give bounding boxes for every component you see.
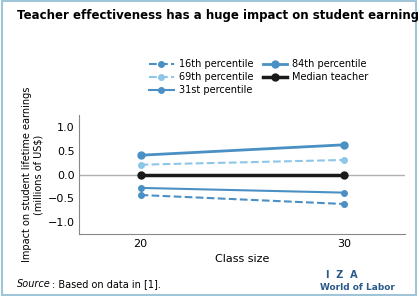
Text: : Based on data in [1].: : Based on data in [1]. bbox=[52, 279, 161, 289]
Y-axis label: Impact on student lifetime earnings
(millions of US$): Impact on student lifetime earnings (mil… bbox=[22, 87, 43, 262]
Text: World of Labor: World of Labor bbox=[320, 283, 395, 292]
Text: Teacher effectiveness has a huge impact on student earnings: Teacher effectiveness has a huge impact … bbox=[17, 9, 418, 22]
Text: I  Z  A: I Z A bbox=[326, 270, 358, 280]
Legend: 16th percentile, 69th percentile, 31st percentile, 84th percentile, Median teach: 16th percentile, 69th percentile, 31st p… bbox=[145, 55, 372, 99]
X-axis label: Class size: Class size bbox=[215, 254, 270, 264]
Text: Source: Source bbox=[17, 279, 51, 289]
